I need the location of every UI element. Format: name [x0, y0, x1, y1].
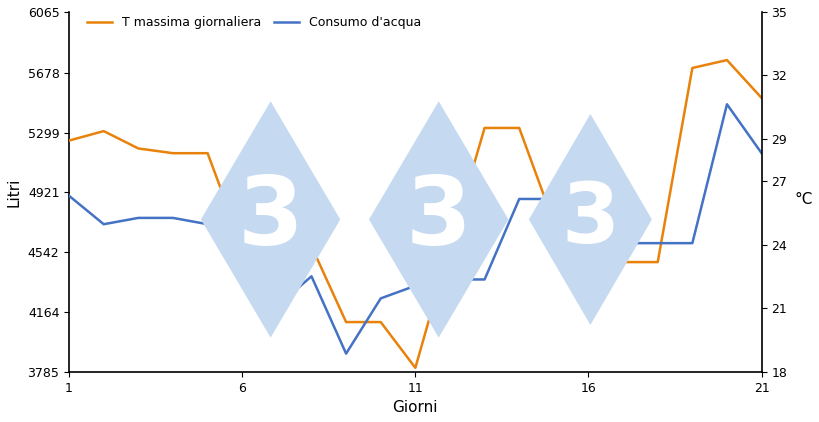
Consumo d'acqua	[64, 193, 74, 198]
T massima giornaliera	[445, 244, 455, 249]
Consumo d'acqua	[445, 277, 455, 282]
T massima giornaliera	[272, 146, 282, 151]
T massima giornaliera	[133, 146, 143, 151]
T massima giornaliera	[168, 151, 178, 156]
Text: 3: 3	[561, 179, 618, 260]
Consumo d'acqua	[341, 351, 351, 356]
Consumo d'acqua	[272, 304, 282, 309]
T massima giornaliera	[618, 260, 627, 265]
Consumo d'acqua	[479, 277, 489, 282]
T massima giornaliera	[722, 57, 731, 62]
T massima giornaliera	[514, 125, 523, 130]
Consumo d'acqua	[98, 222, 108, 227]
Consumo d'acqua	[410, 283, 420, 288]
Consumo d'acqua	[686, 241, 696, 246]
Legend: T massima giornaliera, Consumo d'acqua: T massima giornaliera, Consumo d'acqua	[82, 11, 426, 34]
Consumo d'acqua	[756, 151, 766, 156]
T massima giornaliera	[583, 260, 593, 265]
Y-axis label: °C: °C	[794, 192, 812, 207]
T massima giornaliera	[652, 260, 662, 265]
Consumo d'acqua	[202, 222, 212, 227]
T massima giornaliera	[341, 319, 351, 325]
T massima giornaliera	[479, 125, 489, 130]
T massima giornaliera	[237, 244, 247, 249]
Consumo d'acqua	[168, 215, 178, 220]
Line: Consumo d'acqua: Consumo d'acqua	[69, 104, 761, 354]
Consumo d'acqua	[237, 274, 247, 279]
T massima giornaliera	[64, 138, 74, 143]
Line: T massima giornaliera: T massima giornaliera	[69, 60, 761, 368]
X-axis label: Giorni: Giorni	[392, 400, 437, 415]
Consumo d'acqua	[375, 296, 385, 301]
Consumo d'acqua	[133, 215, 143, 220]
T massima giornaliera	[756, 95, 766, 100]
T massima giornaliera	[202, 151, 212, 156]
Consumo d'acqua	[548, 196, 558, 201]
Y-axis label: Litri: Litri	[7, 177, 22, 206]
T massima giornaliera	[686, 65, 696, 70]
T massima giornaliera	[410, 365, 420, 371]
Consumo d'acqua	[306, 274, 316, 279]
Consumo d'acqua	[583, 220, 593, 225]
Text: 3: 3	[405, 173, 471, 265]
Consumo d'acqua	[652, 241, 662, 246]
T massima giornaliera	[375, 319, 385, 325]
Text: 3: 3	[238, 173, 303, 265]
T massima giornaliera	[548, 220, 558, 225]
Consumo d'acqua	[722, 102, 731, 107]
T massima giornaliera	[98, 129, 108, 134]
Consumo d'acqua	[514, 196, 523, 201]
T massima giornaliera	[306, 244, 316, 249]
Consumo d'acqua	[618, 241, 627, 246]
